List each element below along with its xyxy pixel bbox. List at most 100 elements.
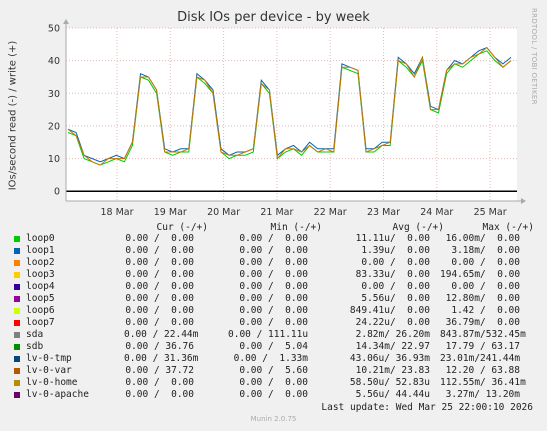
legend-swatch	[14, 284, 20, 290]
legend-min: 0.00 / 0.00	[239, 293, 308, 304]
legend-swatch	[14, 260, 20, 266]
x-axis-arrow	[521, 198, 526, 204]
legend-swatch	[14, 332, 20, 338]
x-tick-label: 21 Mar	[260, 207, 293, 218]
plot-area	[66, 28, 517, 201]
legend-name: sda	[26, 329, 44, 340]
legend-min: 0.00 / 5.60	[239, 365, 308, 376]
legend-avg: 10.21m/ 23.83	[355, 365, 430, 376]
legend-name: loop6	[26, 305, 55, 316]
legend-name: loop3	[26, 269, 55, 280]
legend-header-max: Max (-/+)	[482, 222, 534, 233]
legend-max: 3.18m/ 0.00	[451, 245, 520, 256]
x-tick-label: 23 Mar	[367, 207, 400, 218]
legend-max: 194.65m/ 0.00	[440, 269, 521, 280]
legend-name: loop1	[26, 245, 55, 256]
legend-max: 0.00 / 0.00	[451, 281, 520, 292]
legend-min: 0.00 / 0.00	[239, 269, 308, 280]
legend-name: loop2	[26, 257, 55, 268]
legend-min: 0.00 / 0.00	[239, 377, 308, 388]
legend-max: 17.79 / 63.17	[445, 341, 520, 352]
legend-name: lv-0-home	[26, 377, 78, 388]
legend-avg: 5.56u/ 0.00	[361, 293, 430, 304]
y-tick-label: 30	[48, 89, 60, 100]
legend-avg: 11.11u/ 0.00	[355, 233, 430, 244]
legend-max: 36.79m/ 0.00	[445, 317, 520, 328]
legend-min: 0.00 / 1.33m	[233, 353, 308, 364]
legend-min: 0.00 / 5.04	[239, 341, 308, 352]
legend-cur: 0.00 / 36.76	[125, 341, 194, 352]
y-tick-label: 20	[48, 121, 60, 132]
legend-cur: 0.00 / 0.00	[125, 245, 194, 256]
legend-name: lv-0-var	[26, 365, 72, 376]
legend-swatch	[14, 296, 20, 302]
legend-max: 3.27m/ 13.20m	[445, 389, 520, 400]
chart-title: Disk IOs per device - by week	[177, 10, 370, 25]
legend-cur: 0.00 / 0.00	[125, 293, 194, 304]
legend-min: 0.00 / 0.00	[239, 305, 308, 316]
legend-name: loop7	[26, 317, 55, 328]
x-tick-label: 25 Mar	[474, 207, 507, 218]
legend-max: 843.87m/532.45m	[440, 329, 526, 340]
legend-swatch	[14, 368, 20, 374]
legend-swatch	[14, 248, 20, 254]
legend-max: 112.55m/ 36.41m	[440, 377, 526, 388]
legend-cur: 0.00 / 0.00	[125, 257, 194, 268]
legend-min: 0.00 / 0.00	[239, 245, 308, 256]
rrdtool-credit: RRDTOOL / TOBI OETIKER	[530, 8, 538, 105]
y-tick-label: 10	[48, 154, 60, 165]
legend-name: lv-0-apache	[26, 389, 89, 400]
series-line-lv-0-var	[67, 46, 512, 166]
x-tick-label: 24 Mar	[420, 207, 453, 218]
x-tick-label: 19 Mar	[154, 207, 187, 218]
y-axis-arrow	[63, 19, 69, 24]
legend-min: 0.00 / 0.00	[239, 281, 308, 292]
legend-cur: 0.00 / 0.00	[125, 317, 194, 328]
legend-swatch	[14, 236, 20, 242]
legend-avg: 43.06u/ 36.93m	[349, 353, 430, 364]
legend-avg: 1.39u/ 0.00	[361, 245, 430, 256]
legend-max: 0.00 / 0.00	[451, 257, 520, 268]
series-line-sda	[67, 50, 512, 166]
legend-swatch	[14, 356, 20, 362]
y-tick-label: 40	[48, 56, 60, 67]
legend-min: 0.00 / 0.00	[239, 317, 308, 328]
legend-cur: 0.00 / 0.00	[125, 305, 194, 316]
legend-max: 23.01m/241.44m	[440, 353, 521, 364]
legend-avg: 5.56u/ 44.44u	[355, 389, 430, 400]
footer-version: Munin 2.0.75	[250, 415, 297, 423]
legend-min: 0.00 / 111.11u	[228, 329, 309, 340]
legend-swatch	[14, 272, 20, 278]
legend-avg: 0.00 / 0.00	[361, 257, 430, 268]
legend-cur: 0.00 / 0.00	[125, 281, 194, 292]
legend-max: 1.42 / 0.00	[451, 305, 520, 316]
legend-avg: 0.00 / 0.00	[361, 281, 430, 292]
legend-max: 12.20 / 63.88	[445, 365, 520, 376]
legend-min: 0.00 / 0.00	[239, 257, 308, 268]
x-tick-label: 22 Mar	[314, 207, 347, 218]
last-update: Last update: Wed Mar 25 22:00:10 2026	[321, 402, 533, 413]
legend-cur: 0.00 / 31.36m	[124, 353, 199, 364]
legend-cur: 0.00 / 37.72	[125, 365, 194, 376]
legend-min: 0.00 / 0.00	[239, 389, 308, 400]
legend-max: 12.80m/ 0.00	[445, 293, 520, 304]
x-tick-label: 18 Mar	[100, 207, 133, 218]
x-tick-label: 20 Mar	[207, 207, 240, 218]
y-tick-label: 50	[48, 24, 60, 35]
legend-avg: 58.50u/ 52.83u	[349, 377, 430, 388]
legend-name: loop4	[26, 281, 55, 292]
legend-swatch	[14, 344, 20, 350]
legend-swatch	[14, 308, 20, 314]
chart-plot: 0 10 20 30 40 50 18 Mar 19 Mar 20 Mar 21 Mar 22 Ma…	[48, 19, 526, 218]
legend-cur: 0.00 / 0.00	[125, 377, 194, 388]
legend-avg: 83.33u/ 0.00	[355, 269, 430, 280]
legend-name: loop5	[26, 293, 55, 304]
legend-swatch	[14, 392, 20, 398]
legend-header-cur: Cur (-/+)	[156, 222, 208, 233]
legend-min: 0.00 / 0.00	[239, 233, 308, 244]
legend-cur: 0.00 / 22.44m	[124, 329, 199, 340]
legend-header-avg: Avg (-/+)	[392, 222, 444, 233]
legend-name: sdb	[26, 341, 44, 352]
legend-name: lv-0-tmp	[26, 353, 72, 364]
legend-name: loop0	[26, 233, 55, 244]
